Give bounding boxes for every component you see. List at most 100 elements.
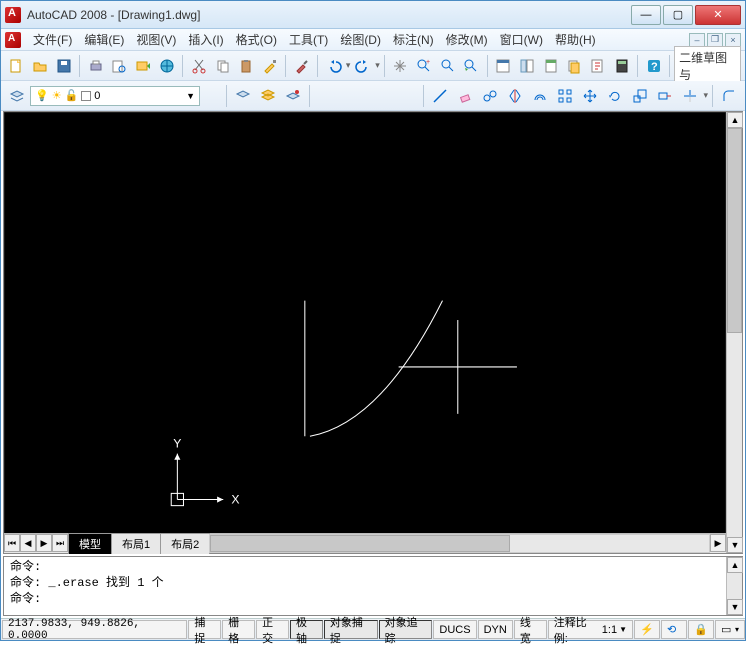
status-toggle-0[interactable]: 捕捉 [188, 620, 221, 639]
copy-icon[interactable] [211, 54, 234, 78]
preview-icon[interactable] [108, 54, 131, 78]
fillet-icon[interactable] [717, 84, 741, 108]
menu-window[interactable]: 窗口(W) [494, 29, 549, 50]
copy-obj-icon[interactable] [478, 84, 502, 108]
cut-icon[interactable] [187, 54, 210, 78]
pan-icon[interactable] [389, 54, 412, 78]
status-toggle-8[interactable]: 线宽 [514, 620, 547, 639]
close-button[interactable]: ✕ [695, 5, 741, 25]
designcenter-icon[interactable] [516, 54, 539, 78]
status-toggle-6[interactable]: DUCS [433, 620, 476, 639]
tab-first-icon[interactable]: ⏮ [4, 534, 20, 552]
status-toggle-5[interactable]: 对象追踪 [379, 620, 433, 639]
mdi-restore-button[interactable]: ❐ [707, 33, 723, 47]
menu-file[interactable]: 文件(F) [27, 29, 78, 50]
status-annovis-icon[interactable]: ⚡ [634, 620, 660, 639]
mdi-controls: – ❐ × [689, 33, 741, 47]
menu-edit[interactable]: 编辑(E) [78, 29, 130, 50]
status-toggle-3[interactable]: 极轴 [290, 620, 323, 639]
status-toggle-2[interactable]: 正交 [256, 620, 289, 639]
model-canvas[interactable]: XY [4, 112, 726, 536]
toolpalette-icon[interactable] [539, 54, 562, 78]
sheetset-icon[interactable] [563, 54, 586, 78]
status-lock-icon[interactable]: 🔒 [688, 620, 714, 639]
rotate-icon[interactable] [603, 84, 627, 108]
menu-format[interactable]: 格式(O) [230, 29, 283, 50]
move-icon[interactable] [578, 84, 602, 108]
horizontal-scrollbar[interactable] [209, 534, 710, 553]
properties-icon[interactable] [492, 54, 515, 78]
menu-view[interactable]: 视图(V) [130, 29, 182, 50]
status-toggle-1[interactable]: 栅格 [222, 620, 255, 639]
tab-next-icon[interactable]: ▶ [36, 534, 52, 552]
layer-iso-icon[interactable] [281, 84, 305, 108]
print-icon[interactable] [84, 54, 107, 78]
markup-icon[interactable] [587, 54, 610, 78]
cmd-scroll-down-icon[interactable]: ▼ [727, 599, 743, 615]
status-annoauto-icon[interactable]: ⟲ [661, 620, 687, 639]
globe-icon[interactable] [156, 54, 179, 78]
menu-tools[interactable]: 工具(T) [283, 29, 334, 50]
trim-icon[interactable] [678, 84, 702, 108]
svg-text:+: + [426, 59, 430, 66]
mirror-icon[interactable] [503, 84, 527, 108]
new-icon[interactable] [5, 54, 28, 78]
undo-dropdown-icon[interactable]: ▾ [346, 60, 351, 71]
array-icon[interactable] [553, 84, 577, 108]
menu-draw[interactable]: 绘图(D) [334, 29, 387, 50]
status-annoscale[interactable]: 注释比例: 1:1 ▼ [548, 620, 633, 639]
command-scrollbar[interactable]: ▲ ▼ [726, 557, 742, 615]
svg-text:?: ? [651, 61, 658, 73]
scroll-down-icon[interactable]: ▼ [727, 537, 743, 553]
menu-help[interactable]: 帮助(H) [549, 29, 602, 50]
help-icon[interactable]: ? [642, 54, 665, 78]
status-toggle-7[interactable]: DYN [478, 620, 513, 639]
minimize-button[interactable]: — [631, 5, 661, 25]
line-icon[interactable] [428, 84, 452, 108]
tab-model[interactable]: 模型 [68, 533, 112, 554]
scroll-up-icon[interactable]: ▲ [727, 112, 743, 128]
menu-modify[interactable]: 修改(M) [440, 29, 494, 50]
status-coords[interactable]: 2137.9833, 949.8826, 0.0000 [2, 620, 187, 639]
trim-dropdown-icon[interactable]: ▾ [703, 90, 708, 101]
tab-last-icon[interactable]: ⏭ [52, 534, 68, 552]
mdi-minimize-button[interactable]: – [689, 33, 705, 47]
layer-states-icon[interactable] [256, 84, 280, 108]
stretch-icon[interactable] [653, 84, 677, 108]
erase-icon[interactable] [453, 84, 477, 108]
menu-dim[interactable]: 标注(N) [387, 29, 440, 50]
tab-prev-icon[interactable]: ◀ [20, 534, 36, 552]
paste-icon[interactable] [235, 54, 258, 78]
zoom-realtime-icon[interactable]: + [412, 54, 435, 78]
command-text[interactable]: 命令: 命令: _.erase 找到 1 个 命令: [4, 557, 726, 615]
layer-properties-icon[interactable] [5, 84, 29, 108]
matchprop-icon[interactable] [259, 54, 282, 78]
tab-layout1[interactable]: 布局1 [111, 533, 161, 554]
layer-combo[interactable]: 💡 ☀ 🔓 0 ▼ [30, 86, 200, 106]
canvas-viewport[interactable]: XY ⏮ ◀ ▶ ⏭ 模型 布局1 布局2 ▶ [4, 112, 726, 553]
vertical-scrollbar[interactable]: ▲ ▼ [726, 112, 742, 553]
offset-icon[interactable] [528, 84, 552, 108]
layer-name: 0 [94, 90, 100, 102]
workspace-label[interactable]: 二维草图与 [674, 46, 741, 86]
brush-icon[interactable] [290, 54, 313, 78]
zoom-window-icon[interactable] [436, 54, 459, 78]
tab-layout2[interactable]: 布局2 [160, 533, 210, 554]
mdi-close-button[interactable]: × [725, 33, 741, 47]
scroll-right-icon[interactable]: ▶ [710, 534, 726, 552]
redo-icon[interactable] [351, 54, 374, 78]
open-icon[interactable] [29, 54, 52, 78]
cmd-scroll-up-icon[interactable]: ▲ [727, 557, 743, 573]
status-tray-icon[interactable]: ▭▾ [715, 620, 745, 639]
publish-icon[interactable] [132, 54, 155, 78]
calculator-icon[interactable] [611, 54, 634, 78]
save-icon[interactable] [53, 54, 76, 78]
undo-icon[interactable] [322, 54, 345, 78]
menu-insert[interactable]: 插入(I) [182, 29, 229, 50]
redo-dropdown-icon[interactable]: ▾ [375, 60, 380, 71]
scale-icon[interactable] [628, 84, 652, 108]
zoom-prev-icon[interactable] [460, 54, 483, 78]
status-toggle-4[interactable]: 对象捕捉 [324, 620, 378, 639]
maximize-button[interactable]: ▢ [663, 5, 693, 25]
layer-previous-icon[interactable] [231, 84, 255, 108]
